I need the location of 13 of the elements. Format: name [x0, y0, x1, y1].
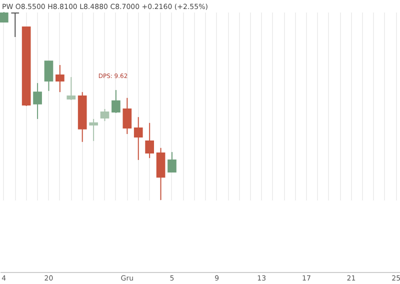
candlestick: [168, 152, 176, 172]
candlestick: [134, 116, 143, 160]
candlestick: [44, 60, 54, 92]
candlestick: [56, 64, 64, 93]
candlestick: [10, 12, 20, 38]
candlestick: [33, 82, 42, 120]
candlestick: [0, 12, 8, 22]
candlestick: [122, 97, 132, 135]
candlestick: [100, 108, 110, 122]
candlestick: [145, 122, 154, 159]
candlestick: [89, 118, 98, 142]
candlestick: [112, 90, 120, 114]
candlestick: [66, 76, 76, 100]
